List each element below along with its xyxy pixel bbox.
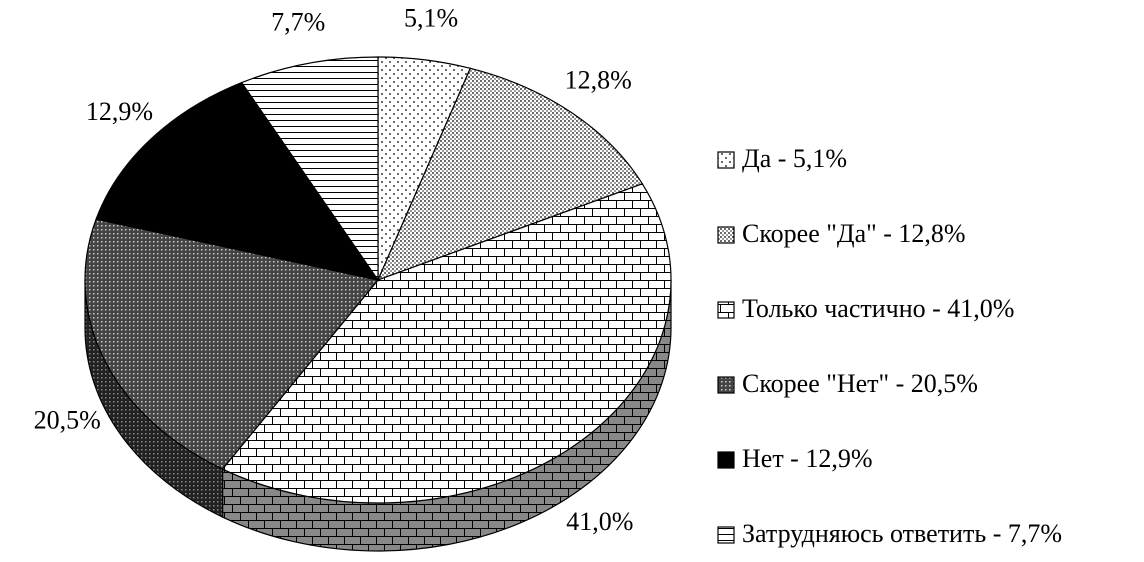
pie-tops	[84, 56, 672, 504]
legend-swatch	[717, 226, 735, 244]
data-label: 12,8%	[565, 66, 632, 95]
legend-swatch	[717, 526, 735, 544]
data-label: 20,5%	[34, 405, 101, 434]
legend-swatch	[717, 376, 735, 394]
pie-slice	[95, 81, 380, 281]
data-labels: 5,1% 12,8% 41,0% 20,5% 12,9% 7,7%	[34, 3, 634, 536]
data-label: 5,1%	[404, 3, 458, 32]
legend-label: Только частично - 41,0%	[742, 294, 1014, 323]
legend-label: Затрудняюсь ответить - 7,7%	[742, 519, 1062, 548]
data-label: 7,7%	[271, 8, 325, 37]
data-label: 41,0%	[566, 507, 633, 536]
legend: Да - 5,1% Скорее "Да" - 12,8% Только части…	[717, 144, 1062, 548]
legend-label: Скорее "Да" - 12,8%	[742, 219, 966, 248]
legend-swatch	[717, 301, 735, 319]
pie-slice	[84, 218, 380, 470]
legend-label: Нет - 12,9%	[742, 444, 873, 473]
legend-swatch	[717, 451, 735, 469]
pie-slice	[240, 56, 379, 282]
legend-label: Скорее "Нет" - 20,5%	[742, 369, 978, 398]
pie-slice	[221, 183, 672, 504]
pie-slice	[376, 67, 644, 282]
legend-swatch	[717, 151, 735, 169]
legend-label: Да - 5,1%	[742, 144, 847, 173]
data-label: 12,9%	[86, 97, 153, 126]
